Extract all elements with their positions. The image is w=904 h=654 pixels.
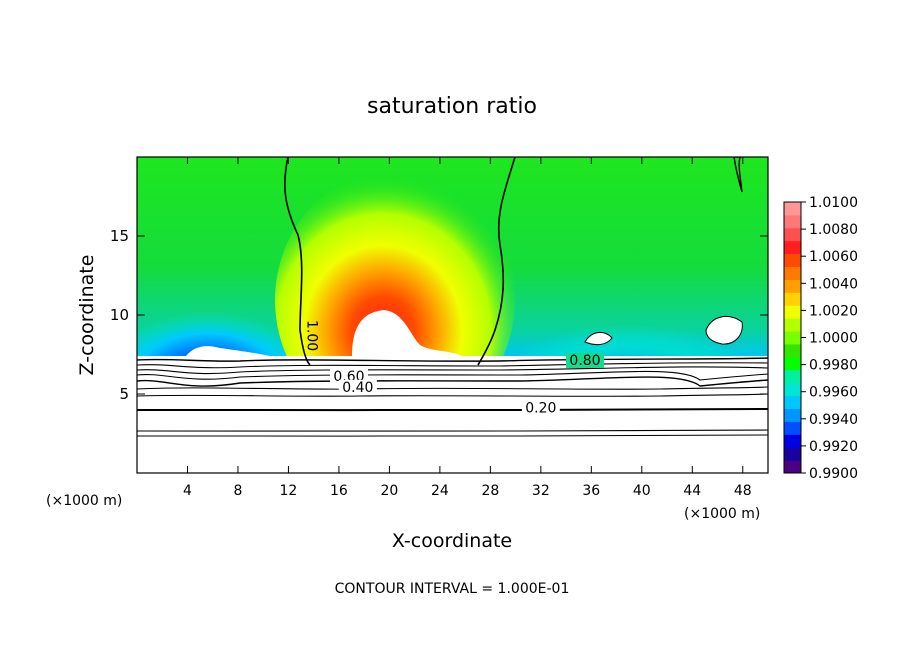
contour-100-left bbox=[284, 157, 311, 366]
colorbar-label: 1.0040 bbox=[809, 276, 858, 292]
colorbar-swatch bbox=[784, 395, 801, 409]
contour-labels: 1.000.600.400.200.80 bbox=[303, 320, 605, 416]
colorbar-swatch bbox=[784, 292, 801, 306]
colorbar-swatch bbox=[784, 253, 801, 268]
colorbar-swatch bbox=[784, 421, 801, 435]
contour-label: 0.40 bbox=[342, 380, 373, 396]
cloud-core bbox=[352, 310, 462, 356]
colorbar-swatch bbox=[784, 331, 801, 345]
colorbar-label: 1.0100 bbox=[809, 195, 858, 211]
colorbar-label: 0.9900 bbox=[809, 466, 858, 482]
colorbar-swatch bbox=[784, 202, 801, 216]
x-axis-title: X-coordinate bbox=[392, 530, 512, 552]
colorbar-label: 1.0080 bbox=[809, 222, 858, 238]
colorbar-label: 0.9940 bbox=[809, 412, 858, 428]
colorbar-swatch bbox=[784, 343, 801, 358]
x-tick-label: 24 bbox=[431, 483, 449, 499]
x-tick-label: 20 bbox=[380, 483, 398, 499]
colorbar-swatch bbox=[784, 279, 801, 293]
x-unit-right: (×1000 m) bbox=[684, 506, 760, 522]
colorbar-swatch bbox=[784, 434, 801, 448]
patch-right-1 bbox=[584, 332, 613, 346]
colorbar-swatch bbox=[784, 266, 801, 280]
colorbar-label: 1.0000 bbox=[809, 331, 858, 347]
x-unit-left: (×1000 m) bbox=[46, 493, 122, 509]
colorbar-label: 1.0020 bbox=[809, 303, 858, 319]
colorbar-swatch bbox=[784, 382, 801, 397]
x-tick-label: 8 bbox=[233, 483, 242, 499]
plot-area bbox=[137, 157, 768, 473]
colorbar-swatch bbox=[784, 460, 801, 474]
colorbar-swatch bbox=[784, 318, 801, 332]
contour-label: 0.20 bbox=[525, 400, 556, 416]
contour-interval-footer: CONTOUR INTERVAL = 1.000E-01 bbox=[335, 581, 570, 597]
x-axis: 4 8 12 16 20 24 28 32 36 40 44 48 bbox=[183, 157, 752, 499]
y-axis: 5 10 15 bbox=[110, 227, 768, 403]
contour-label-knockout bbox=[338, 379, 377, 395]
x-tick-label: 32 bbox=[532, 483, 550, 499]
colorbar-swatch bbox=[784, 447, 801, 461]
cloud-left bbox=[186, 346, 270, 356]
contour-label-knockout bbox=[521, 400, 560, 416]
colorbar-swatch bbox=[784, 227, 801, 242]
x-tick-label: 4 bbox=[183, 483, 192, 499]
x-tick-label: 12 bbox=[280, 483, 298, 499]
x-tick-label: 16 bbox=[330, 483, 348, 499]
colorbar-swatch bbox=[784, 369, 801, 384]
y-axis-title: Z-coordinate bbox=[76, 255, 98, 376]
colorbar-label: 1.0060 bbox=[809, 249, 858, 265]
colorbar: 1.0100 1.0080 1.0060 1.0040 1.0020 1.0000 0.99… bbox=[783, 195, 858, 482]
colorbar-swatch bbox=[784, 305, 801, 319]
contour-label: 1.00 bbox=[303, 320, 319, 351]
colorbar-swatch bbox=[784, 214, 801, 229]
y-tick-label: 5 bbox=[119, 385, 129, 403]
x-tick-label: 28 bbox=[481, 483, 499, 499]
y-tick-label: 10 bbox=[110, 306, 129, 324]
colorbar-swatch bbox=[784, 240, 801, 255]
patch-right-3 bbox=[733, 157, 743, 193]
isolines bbox=[137, 357, 768, 437]
colorbar-label: 0.9920 bbox=[809, 439, 858, 455]
x-tick-label: 44 bbox=[683, 483, 701, 499]
y-tick-label: 15 bbox=[110, 227, 129, 245]
colorbar-swatch bbox=[784, 408, 801, 422]
contour-100-right bbox=[477, 157, 516, 366]
patch-right-2 bbox=[705, 315, 743, 345]
colorbar-label: 0.9980 bbox=[809, 358, 858, 374]
chart-title: saturation ratio bbox=[367, 94, 537, 119]
x-tick-label: 48 bbox=[734, 483, 752, 499]
subsaturated-layer bbox=[137, 356, 768, 473]
colorbar-label: 0.9960 bbox=[809, 385, 858, 401]
colorbar-swatch bbox=[784, 356, 801, 371]
x-tick-label: 36 bbox=[582, 483, 600, 499]
contour-label-knockout bbox=[566, 352, 605, 368]
contour-label: 0.80 bbox=[569, 353, 600, 369]
x-tick-label: 40 bbox=[633, 483, 651, 499]
